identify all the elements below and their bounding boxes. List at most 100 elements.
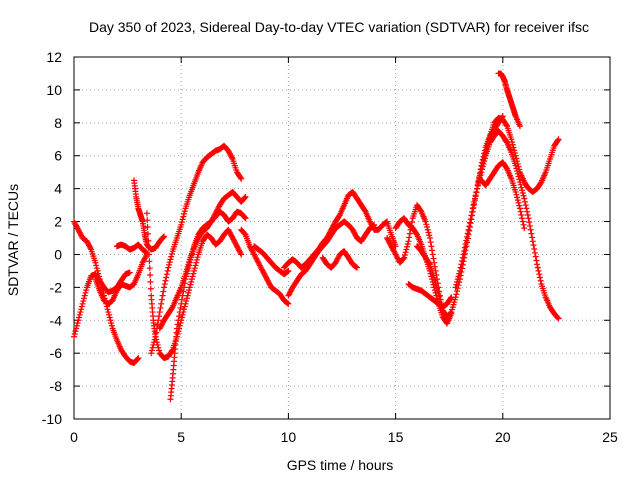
data-point — [83, 287, 90, 294]
data-point — [183, 295, 190, 302]
data-point — [514, 168, 521, 175]
data-point — [530, 242, 537, 249]
x-tick-label: 0 — [70, 429, 78, 445]
data-point — [517, 181, 524, 188]
x-tick-label: 15 — [388, 429, 404, 445]
data-point — [469, 205, 476, 212]
data-point — [165, 264, 172, 271]
data-point — [190, 270, 197, 277]
data-point — [158, 300, 165, 307]
data-point — [146, 258, 153, 265]
y-tick-label: 10 — [46, 82, 62, 98]
data-point — [75, 317, 82, 324]
data-point — [520, 221, 527, 228]
series-track-8 — [148, 142, 245, 357]
data-point — [126, 269, 133, 276]
data-point — [161, 284, 168, 291]
data-point — [143, 210, 150, 217]
data-point — [405, 238, 412, 245]
data-point — [478, 169, 485, 176]
data-point — [238, 175, 245, 182]
data-point — [447, 309, 454, 316]
data-point — [181, 210, 188, 217]
data-point — [519, 187, 526, 194]
series-track-18 — [414, 113, 506, 320]
data-point — [438, 301, 445, 308]
data-point — [159, 292, 166, 299]
data-point — [106, 311, 113, 318]
data-point — [146, 265, 153, 272]
y-tick-label: 6 — [54, 148, 62, 164]
data-point — [403, 246, 410, 253]
data-point — [424, 224, 431, 231]
data-point — [481, 158, 488, 165]
data-point — [162, 277, 169, 284]
y-tick-label: 0 — [54, 246, 62, 262]
data-marks — [71, 70, 562, 403]
data-point — [509, 141, 516, 148]
data-point — [534, 264, 541, 271]
data-point — [181, 208, 188, 215]
data-point — [242, 193, 249, 200]
data-point — [187, 281, 194, 288]
series-track-21 — [478, 159, 528, 232]
x-tick-label: 5 — [177, 429, 185, 445]
data-point — [458, 261, 465, 268]
data-point — [514, 197, 521, 204]
data-point — [527, 226, 534, 233]
y-tick-label: -6 — [50, 345, 63, 361]
data-point — [174, 330, 181, 337]
data-point — [81, 295, 88, 302]
data-point — [151, 339, 158, 346]
data-point — [528, 230, 535, 237]
data-point — [178, 221, 185, 228]
data-point — [166, 261, 173, 268]
y-tick-label: -4 — [50, 312, 63, 328]
data-point — [519, 218, 526, 225]
data-point — [401, 252, 408, 259]
data-point — [178, 314, 185, 321]
data-point — [174, 321, 181, 328]
data-point — [475, 180, 482, 187]
data-point — [149, 344, 156, 351]
data-point — [464, 233, 471, 240]
data-point — [436, 296, 443, 303]
data-point — [192, 262, 199, 269]
y-tick-label: 12 — [46, 49, 62, 65]
data-point — [523, 205, 530, 212]
data-point — [436, 293, 443, 300]
data-point — [426, 232, 433, 239]
data-point — [181, 306, 188, 313]
data-point — [78, 303, 85, 310]
data-point — [460, 251, 467, 258]
data-point — [160, 234, 167, 241]
data-point — [193, 259, 200, 266]
data-point — [473, 188, 480, 195]
data-point — [454, 288, 461, 295]
data-point — [401, 254, 408, 261]
data-point — [453, 281, 460, 288]
data-point — [518, 211, 525, 218]
plot-frame — [73, 56, 611, 420]
data-point — [470, 202, 477, 209]
data-point — [503, 122, 510, 129]
data-point — [519, 190, 526, 197]
data-point — [454, 278, 461, 285]
data-point — [178, 300, 185, 307]
series-track-2 — [71, 269, 133, 340]
data-point — [371, 221, 378, 228]
data-point — [453, 291, 460, 298]
data-point — [512, 162, 519, 169]
data-point — [108, 322, 115, 329]
data-point — [555, 136, 562, 143]
data-point — [146, 251, 153, 258]
data-point — [466, 219, 473, 226]
data-point — [477, 171, 484, 178]
data-point — [537, 277, 544, 284]
y-tick-label: 8 — [54, 115, 62, 131]
data-point — [514, 170, 521, 177]
series-track-11 — [251, 243, 292, 278]
data-point — [168, 250, 175, 257]
data-point — [431, 259, 438, 266]
